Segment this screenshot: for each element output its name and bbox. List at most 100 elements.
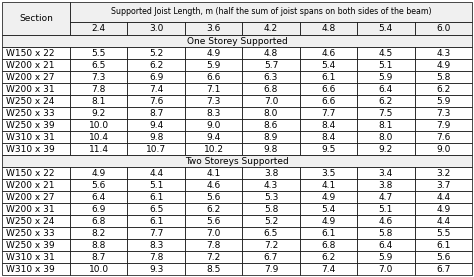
Text: 4.7: 4.7 (379, 193, 393, 201)
Text: 4.8: 4.8 (264, 48, 278, 58)
Text: 3.5: 3.5 (321, 168, 336, 178)
Text: 9.0: 9.0 (206, 120, 221, 130)
Bar (357, 119, 415, 131)
Bar (357, 203, 415, 215)
Bar (2, 47, 70, 59)
Text: 6.2: 6.2 (379, 96, 393, 106)
Bar (185, 239, 242, 251)
Text: 5.6: 5.6 (206, 193, 221, 201)
Bar (2, 95, 70, 107)
Bar (185, 119, 242, 131)
Text: 6.6: 6.6 (206, 73, 221, 81)
Text: 4.6: 4.6 (207, 181, 221, 189)
Bar (70, 203, 128, 215)
Bar (415, 22, 472, 35)
Text: 10.4: 10.4 (89, 132, 109, 142)
Bar (2, 227, 70, 239)
Text: 8.6: 8.6 (264, 120, 278, 130)
Text: 8.7: 8.7 (149, 109, 164, 117)
Text: 8.4: 8.4 (321, 132, 336, 142)
Bar (300, 71, 357, 83)
Bar (300, 95, 357, 107)
Text: 7.9: 7.9 (436, 120, 450, 130)
Text: 4.3: 4.3 (264, 181, 278, 189)
Text: 5.7: 5.7 (264, 60, 278, 70)
Text: 7.9: 7.9 (264, 265, 278, 273)
Text: 6.1: 6.1 (436, 240, 450, 250)
Text: 3.4: 3.4 (379, 168, 393, 178)
Text: 6.1: 6.1 (149, 217, 164, 225)
Text: 7.3: 7.3 (206, 96, 221, 106)
Bar (415, 239, 472, 251)
Bar (357, 71, 415, 83)
Bar (70, 107, 128, 119)
Bar (300, 203, 357, 215)
Bar (128, 215, 185, 227)
Text: 5.1: 5.1 (149, 181, 164, 189)
Bar (415, 71, 472, 83)
Text: 8.0: 8.0 (379, 132, 393, 142)
Text: 4.9: 4.9 (436, 60, 450, 70)
Text: 9.0: 9.0 (436, 145, 450, 153)
Bar (300, 22, 357, 35)
Text: 7.5: 7.5 (379, 109, 393, 117)
Bar (415, 227, 472, 239)
Bar (242, 203, 300, 215)
Bar (185, 47, 242, 59)
Text: 4.9: 4.9 (91, 168, 106, 178)
Bar (415, 251, 472, 263)
Text: 6.7: 6.7 (264, 253, 278, 261)
Bar (2, 155, 472, 167)
Bar (2, 215, 70, 227)
Text: 7.6: 7.6 (436, 132, 450, 142)
Text: 4.2: 4.2 (264, 24, 278, 33)
Bar (415, 263, 472, 275)
Text: 7.7: 7.7 (149, 229, 164, 237)
Text: W250 x 33: W250 x 33 (6, 229, 55, 237)
Bar (415, 143, 472, 155)
Bar (70, 83, 128, 95)
Bar (2, 251, 70, 263)
Text: 6.2: 6.2 (436, 84, 450, 94)
Text: 5.3: 5.3 (264, 193, 278, 201)
Bar (2, 35, 472, 47)
Bar (2, 2, 70, 35)
Bar (185, 107, 242, 119)
Text: 5.2: 5.2 (264, 217, 278, 225)
Text: W250 x 39: W250 x 39 (6, 120, 55, 130)
Bar (300, 215, 357, 227)
Bar (2, 83, 70, 95)
Text: 6.8: 6.8 (321, 240, 336, 250)
Text: 3.8: 3.8 (379, 181, 393, 189)
Text: 5.8: 5.8 (436, 73, 450, 81)
Text: 4.5: 4.5 (379, 48, 393, 58)
Text: W250 x 24: W250 x 24 (6, 217, 55, 225)
Bar (185, 203, 242, 215)
Bar (357, 191, 415, 203)
Text: 6.5: 6.5 (149, 204, 164, 214)
Bar (415, 107, 472, 119)
Text: 4.1: 4.1 (207, 168, 221, 178)
Text: 4.4: 4.4 (436, 217, 450, 225)
Bar (357, 95, 415, 107)
Bar (70, 59, 128, 71)
Bar (357, 131, 415, 143)
Text: 4.9: 4.9 (207, 48, 221, 58)
Bar (242, 95, 300, 107)
Bar (2, 167, 70, 179)
Text: 4.6: 4.6 (379, 217, 393, 225)
Text: 5.4: 5.4 (321, 204, 336, 214)
Text: 9.2: 9.2 (91, 109, 106, 117)
Text: W150 x 22: W150 x 22 (6, 48, 55, 58)
Bar (357, 59, 415, 71)
Text: W200 x 21: W200 x 21 (6, 60, 55, 70)
Bar (300, 239, 357, 251)
Bar (2, 59, 70, 71)
Bar (242, 22, 300, 35)
Bar (357, 167, 415, 179)
Text: 6.3: 6.3 (264, 73, 278, 81)
Bar (2, 143, 70, 155)
Bar (128, 239, 185, 251)
Bar (185, 263, 242, 275)
Text: 5.4: 5.4 (379, 24, 393, 33)
